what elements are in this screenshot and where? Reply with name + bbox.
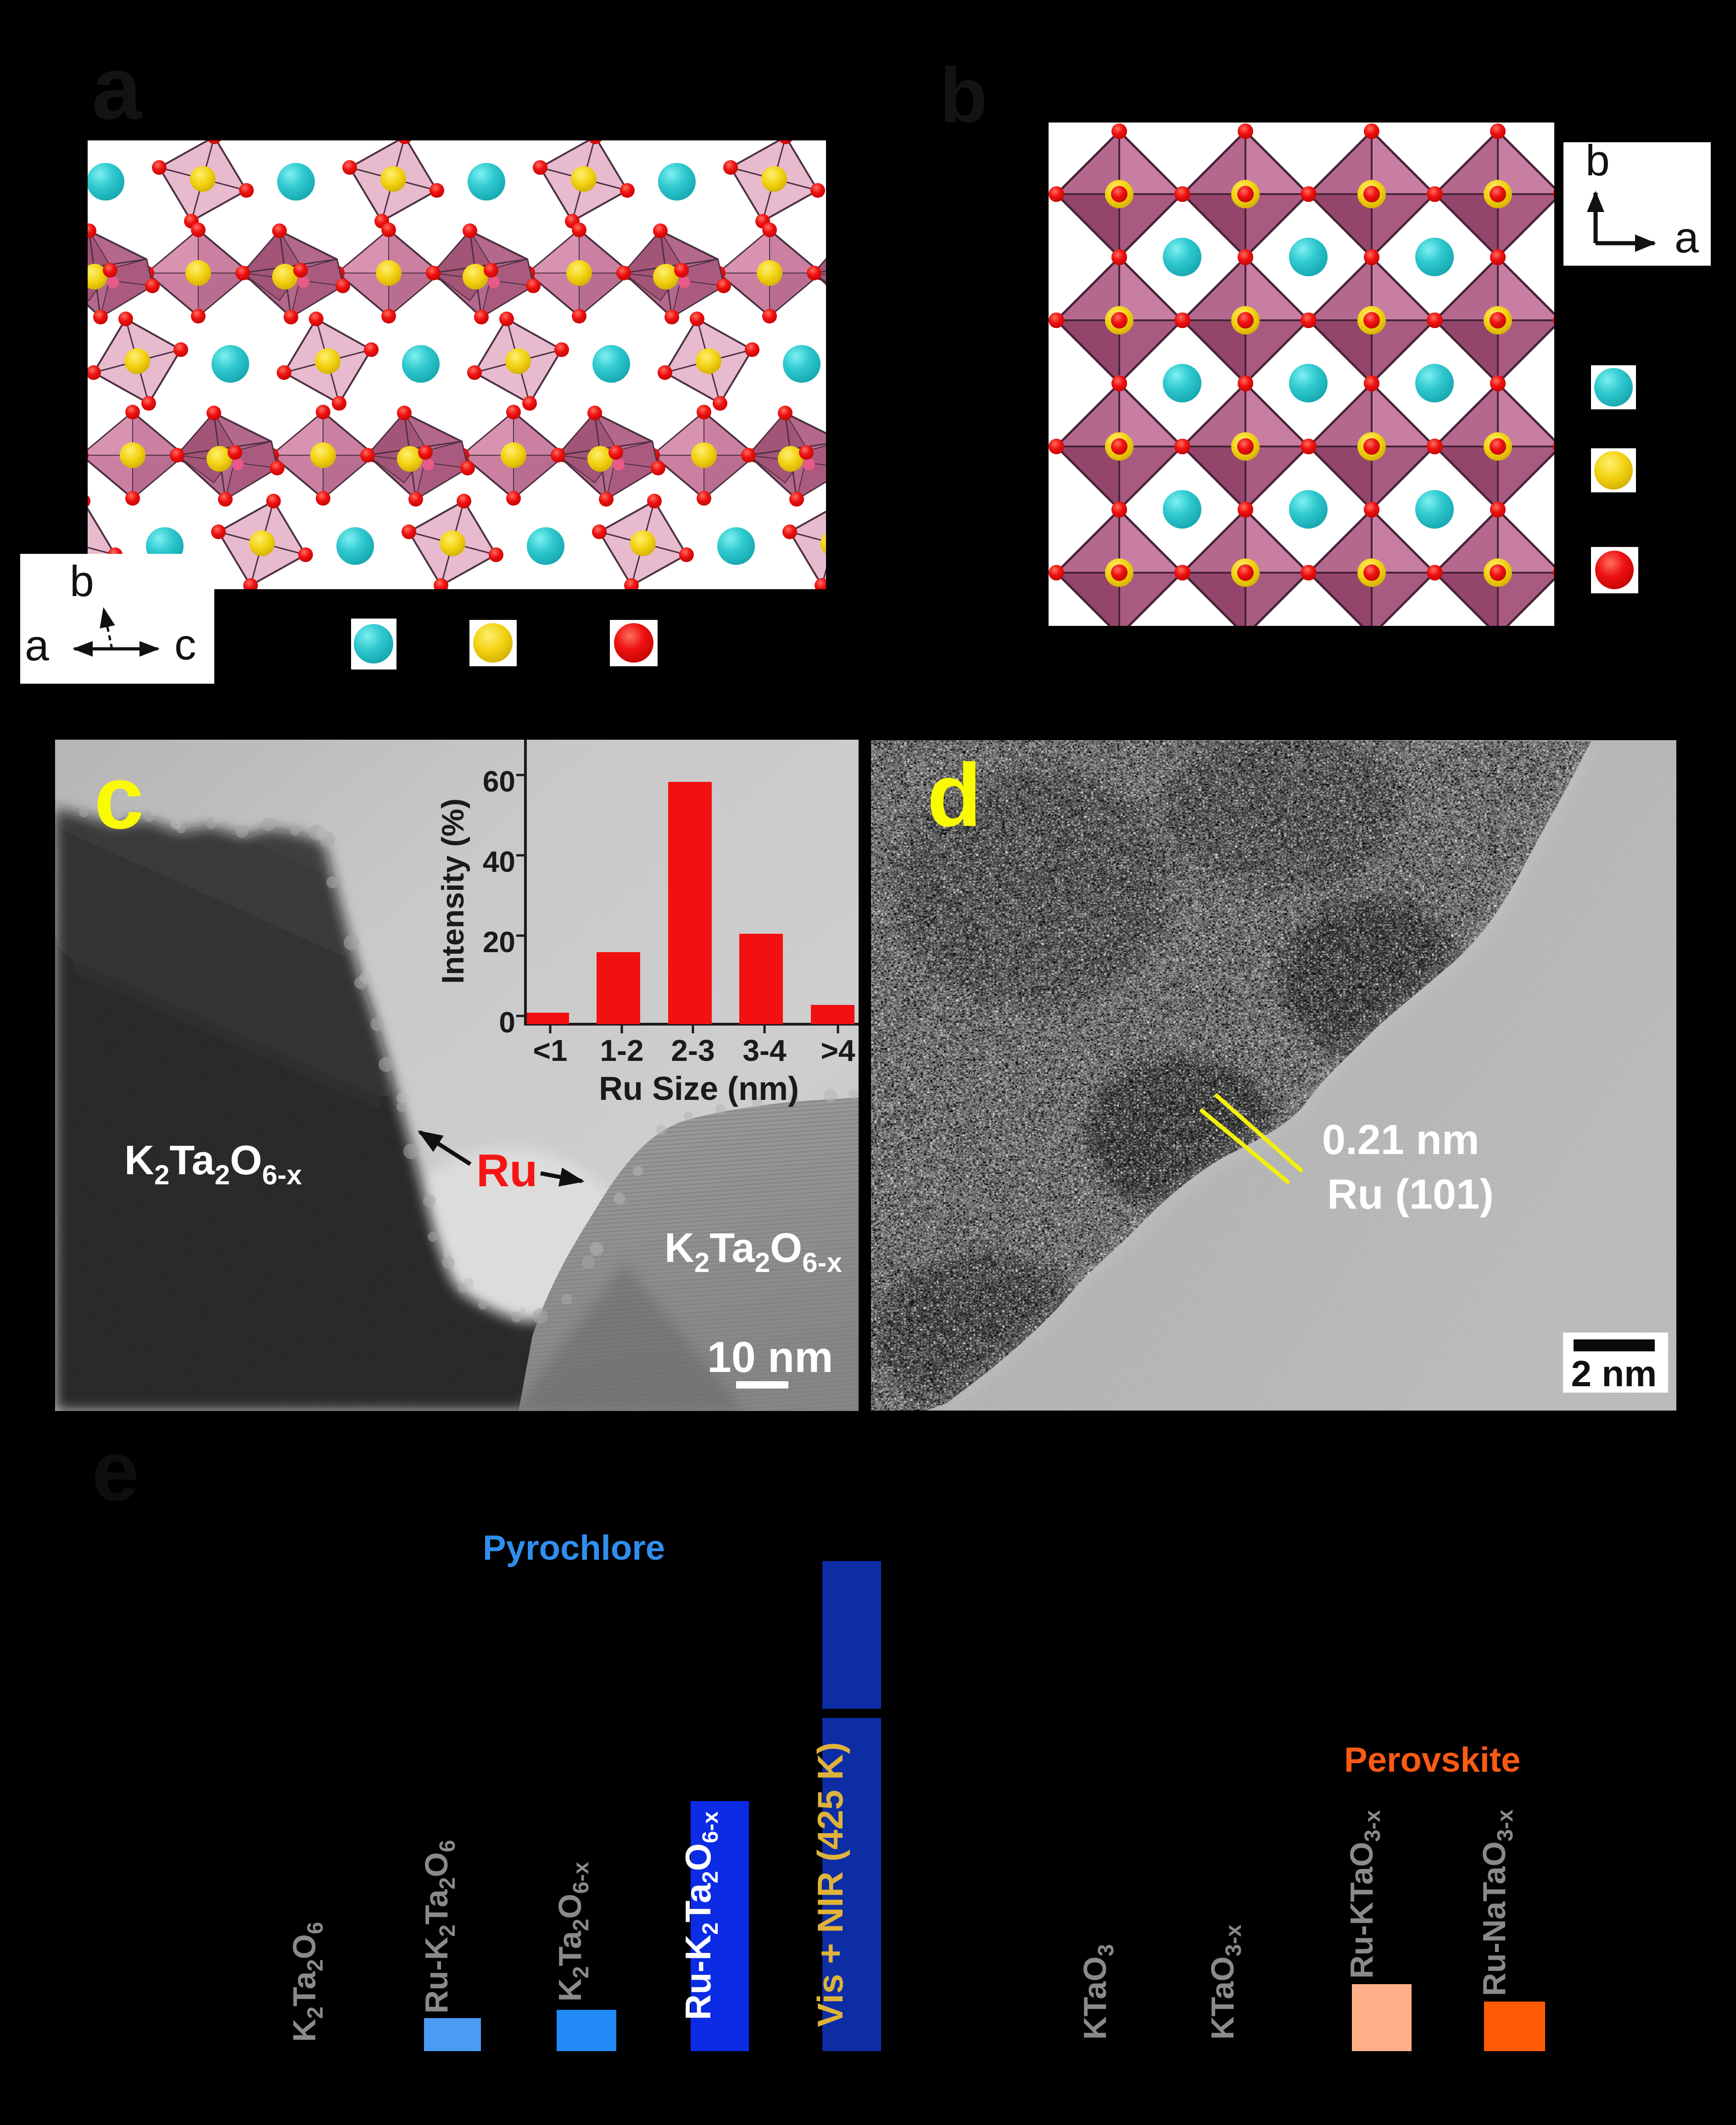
svg-text:>4: >4: [821, 1033, 855, 1067]
svg-text:Intensity (%): Intensity (%): [435, 798, 470, 984]
svg-text:2 nm: 2 nm: [1571, 1353, 1657, 1394]
svg-text:60: 60: [483, 765, 515, 798]
svg-text:0.21 nm: 0.21 nm: [1322, 1116, 1479, 1163]
svg-text:c: c: [94, 747, 144, 848]
svg-text:Perovskite: Perovskite: [1344, 1740, 1520, 1779]
svg-text:2-3: 2-3: [671, 1033, 714, 1067]
svg-text:<1: <1: [533, 1033, 567, 1067]
svg-text:a: a: [1675, 213, 1699, 262]
svg-text:a: a: [92, 38, 142, 138]
svg-text:10 nm: 10 nm: [707, 1333, 833, 1382]
svg-text:a: a: [25, 621, 49, 670]
svg-text:0: 0: [499, 1006, 515, 1039]
svg-text:Ru Size (nm): Ru Size (nm): [599, 1071, 799, 1107]
svg-text:K2Ta2O6-x: K2Ta2O6-x: [552, 1862, 593, 2002]
svg-text:Vis + NIR (425 K): Vis + NIR (425 K): [810, 1742, 850, 2027]
svg-text:e: e: [92, 1424, 139, 1518]
svg-text:b: b: [70, 557, 94, 606]
svg-text:3-4: 3-4: [742, 1033, 787, 1067]
svg-text:b: b: [1585, 142, 1610, 185]
svg-text:b: b: [940, 52, 988, 139]
svg-text:KTaO3: KTaO3: [1077, 1944, 1118, 2040]
svg-text:Ru: Ru: [476, 1145, 537, 1196]
svg-text:d: d: [927, 745, 982, 845]
svg-text:Pyrochlore: Pyrochlore: [483, 1528, 665, 1567]
svg-text:40: 40: [483, 845, 515, 878]
svg-text:KTaO3-x: KTaO3-x: [1205, 1924, 1246, 2040]
svg-text:K2Ta2O6: K2Ta2O6: [286, 1922, 328, 2042]
svg-text:c: c: [174, 620, 196, 669]
svg-text:Ru (101): Ru (101): [1327, 1171, 1494, 1218]
svg-text:Ru-K2Ta2O6-x: Ru-K2Ta2O6-x: [678, 1811, 723, 2020]
svg-text:Ru-KTaO3-x: Ru-KTaO3-x: [1344, 1810, 1385, 1979]
svg-text:20: 20: [483, 926, 515, 959]
svg-text:1-2: 1-2: [600, 1033, 643, 1067]
